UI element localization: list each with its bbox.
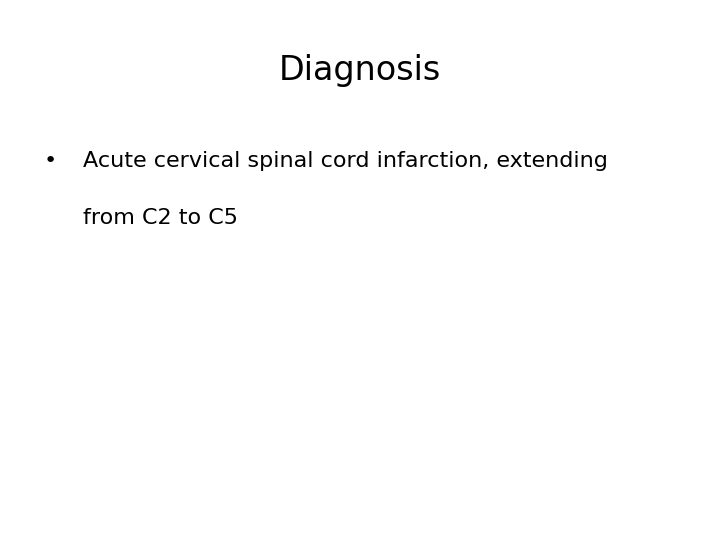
- Text: from C2 to C5: from C2 to C5: [83, 208, 238, 228]
- Text: Diagnosis: Diagnosis: [279, 54, 441, 87]
- Text: •: •: [44, 151, 57, 171]
- Text: Acute cervical spinal cord infarction, extending: Acute cervical spinal cord infarction, e…: [83, 151, 608, 171]
